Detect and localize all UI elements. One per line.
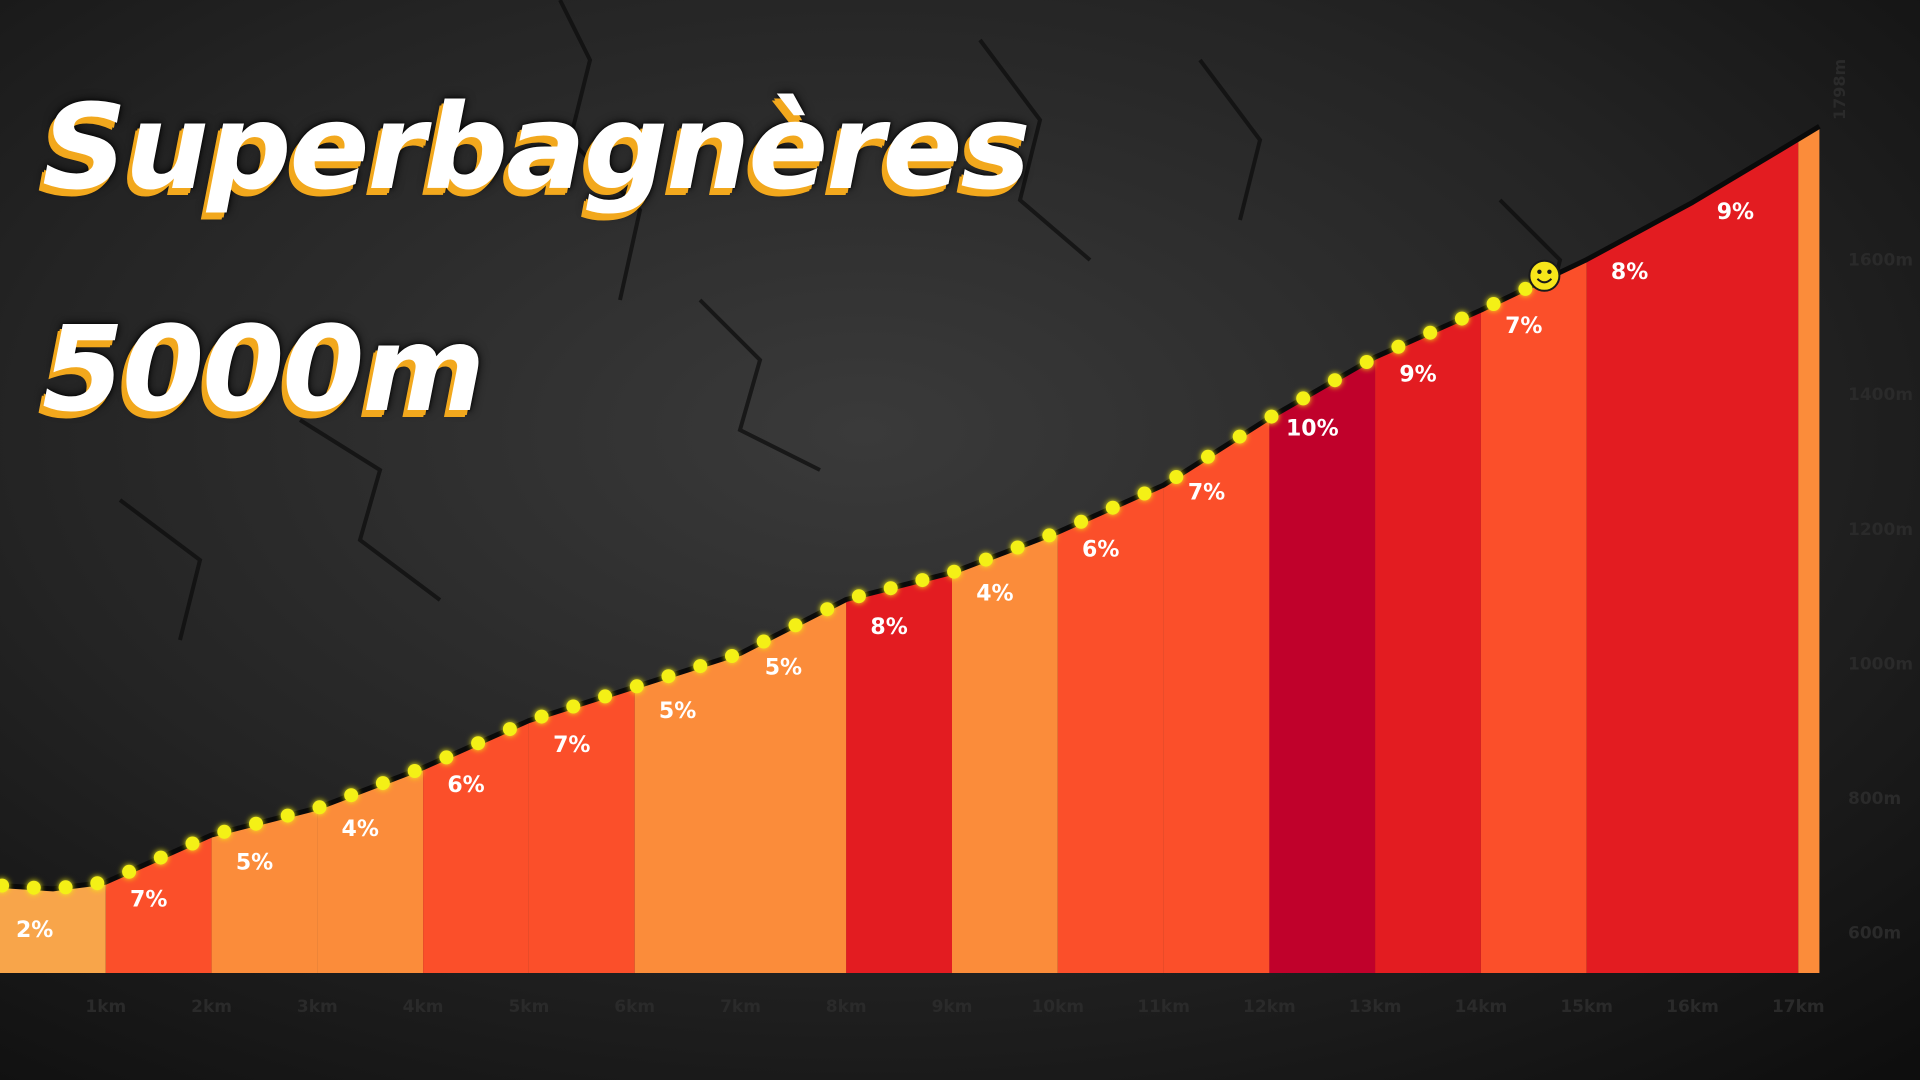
progress-dot bbox=[1391, 339, 1406, 354]
progress-dot bbox=[693, 659, 708, 674]
progress-dot bbox=[851, 589, 866, 604]
progress-dot bbox=[122, 864, 137, 879]
segment-grade-label-17: 9% bbox=[1717, 200, 1754, 225]
climb-distance-title: 5000m bbox=[42, 300, 485, 438]
segment-grade-label-15: 7% bbox=[1505, 314, 1542, 339]
x-tick-label-17km: 17km bbox=[1772, 997, 1825, 1017]
progress-dot bbox=[788, 618, 803, 633]
segment-grade-label-12: 7% bbox=[1188, 480, 1225, 505]
progress-dot bbox=[471, 736, 486, 751]
progress-dot bbox=[566, 699, 581, 714]
progress-dot bbox=[725, 649, 739, 663]
progress-dot bbox=[312, 800, 327, 815]
x-tick-label-16km: 16km bbox=[1666, 997, 1719, 1017]
progress-dot bbox=[185, 836, 200, 851]
y-tick-label-800m: 800m bbox=[1848, 789, 1901, 809]
progress-dot bbox=[1105, 500, 1120, 515]
progress-dot bbox=[883, 581, 898, 596]
progress-dot bbox=[1359, 355, 1374, 369]
x-tick-label-2km: 2km bbox=[191, 997, 232, 1017]
segment-grade-label-5: 6% bbox=[447, 773, 484, 798]
progress-dot bbox=[153, 850, 168, 865]
x-tick-label-15km: 15km bbox=[1560, 997, 1613, 1017]
progress-dot bbox=[756, 634, 771, 649]
segment-grade-label-11: 6% bbox=[1082, 538, 1119, 563]
progress-dot bbox=[249, 816, 263, 831]
progress-dot bbox=[1454, 311, 1469, 326]
segment-grade-label-6: 7% bbox=[553, 733, 590, 758]
progress-dot bbox=[1137, 486, 1152, 501]
x-tick-label-12km: 12km bbox=[1243, 997, 1296, 1017]
progress-dot bbox=[1201, 449, 1215, 464]
progress-dot bbox=[1074, 514, 1089, 529]
y-tick-label-600m: 600m bbox=[1848, 924, 1901, 944]
progress-dot bbox=[344, 788, 359, 803]
segment-grade-label-3: 5% bbox=[236, 851, 273, 876]
progress-dot bbox=[820, 602, 835, 617]
progress-dot bbox=[1296, 391, 1311, 406]
climb-title: Superbagnères bbox=[42, 78, 1031, 216]
x-tick-label-8km: 8km bbox=[826, 997, 867, 1017]
y-tick-label-1200m: 1200m bbox=[1848, 520, 1913, 540]
x-tick-label-10km: 10km bbox=[1031, 997, 1084, 1017]
x-tick-label-6km: 6km bbox=[614, 997, 655, 1017]
y-tick-label-1000m: 1000m bbox=[1848, 654, 1913, 674]
segment-grade-label-2: 7% bbox=[130, 888, 167, 913]
gradient-segment-16 bbox=[1586, 126, 1693, 973]
progress-dot bbox=[598, 689, 613, 704]
progress-dot bbox=[661, 669, 676, 684]
x-tick-label-4km: 4km bbox=[403, 997, 444, 1017]
x-tick-label-13km: 13km bbox=[1349, 997, 1402, 1017]
progress-dot bbox=[1232, 429, 1247, 444]
progress-dot bbox=[1264, 409, 1279, 424]
progress-dot bbox=[280, 808, 295, 823]
smiley-icon bbox=[1528, 259, 1561, 292]
progress-dot bbox=[1010, 540, 1025, 555]
progress-dot bbox=[0, 878, 10, 893]
x-tick-label-9km: 9km bbox=[932, 997, 973, 1017]
progress-dot bbox=[1169, 470, 1184, 484]
y-tick-label-1400m: 1400m bbox=[1848, 385, 1913, 405]
segment-grade-label-1: 2% bbox=[16, 918, 53, 943]
progress-dot bbox=[502, 722, 517, 737]
segment-grade-label-14: 9% bbox=[1399, 363, 1436, 388]
segment-grade-label-16: 8% bbox=[1611, 260, 1648, 285]
summit-elevation-label: 1798m bbox=[1830, 59, 1849, 120]
progress-dot bbox=[534, 709, 549, 724]
progress-dot bbox=[978, 552, 993, 567]
gradient-segment-17 bbox=[1692, 126, 1799, 973]
y-tick-label-1600m: 1600m bbox=[1848, 251, 1913, 271]
segment-grade-label-7: 5% bbox=[659, 699, 696, 724]
progress-dot bbox=[407, 764, 422, 778]
segment-grade-label-10: 4% bbox=[976, 581, 1013, 606]
progress-dot bbox=[1042, 528, 1057, 543]
progress-dot bbox=[375, 776, 390, 791]
x-tick-label-7km: 7km bbox=[720, 997, 761, 1017]
progress-dot bbox=[947, 564, 962, 579]
segment-grade-label-9: 8% bbox=[870, 615, 907, 640]
progress-dot bbox=[439, 750, 454, 765]
progress-dot bbox=[26, 880, 41, 895]
progress-dot bbox=[1327, 373, 1342, 388]
x-tick-label-11km: 11km bbox=[1137, 997, 1190, 1017]
segment-grade-label-4: 4% bbox=[342, 817, 379, 842]
progress-dot bbox=[90, 876, 105, 891]
progress-dot bbox=[217, 824, 232, 839]
segment-grade-label-13: 10% bbox=[1286, 417, 1339, 442]
progress-dot bbox=[58, 880, 73, 895]
progress-dot bbox=[1423, 325, 1438, 340]
progress-dot bbox=[629, 679, 644, 694]
segment-grade-label-8: 5% bbox=[765, 655, 802, 680]
progress-dot bbox=[1486, 297, 1501, 311]
gradient-segment-18 bbox=[1798, 126, 1820, 973]
x-tick-label-5km: 5km bbox=[508, 997, 549, 1017]
progress-dot bbox=[1518, 281, 1533, 296]
x-tick-label-1km: 1km bbox=[85, 997, 126, 1017]
x-tick-label-14km: 14km bbox=[1455, 997, 1508, 1017]
x-tick-label-3km: 3km bbox=[297, 997, 338, 1017]
progress-dot bbox=[915, 573, 930, 588]
